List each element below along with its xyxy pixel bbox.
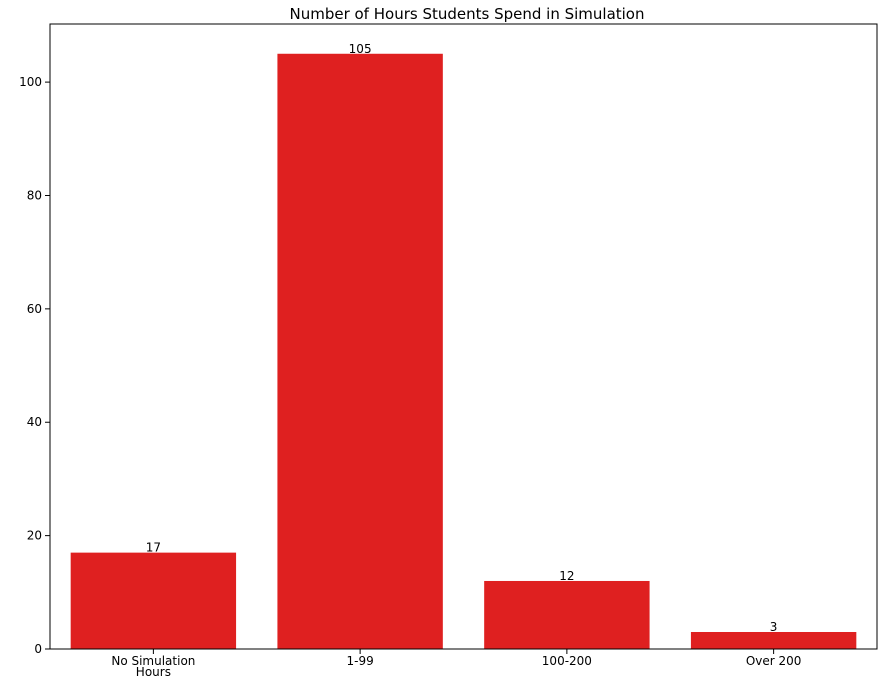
bar: [690, 631, 857, 649]
axes-spines: [49, 23, 878, 650]
chart-title: Number of Hours Students Spend in Simula…: [289, 5, 644, 23]
y-tick-label: 40: [27, 415, 42, 429]
x-axis: No Simulation Hours 1-99 100-200 Over 200: [111, 649, 802, 679]
plot-frame: [49, 23, 878, 650]
data-labels-layer: 17 105 12 3: [146, 42, 778, 634]
x-tick-label: No Simulation Hours: [111, 654, 195, 677]
x-tick-label: 1-99: [347, 654, 374, 668]
bars-layer: [70, 53, 857, 650]
bar-value-label: 12: [559, 569, 574, 583]
bar: [277, 53, 443, 650]
y-tick-label: 20: [27, 529, 42, 543]
bar-value-label: 17: [146, 541, 161, 555]
bar: [484, 580, 650, 649]
x-tick-label: Over 200: [746, 654, 802, 668]
bar-value-label: 105: [349, 42, 372, 56]
y-axis: 0 20 40 60 80 100: [19, 75, 50, 656]
bar: [70, 552, 237, 649]
x-tick-label: 100-200: [542, 654, 592, 668]
bar-value-label: 3: [770, 620, 778, 634]
y-tick-label: 80: [27, 188, 42, 202]
y-tick-label: 100: [19, 75, 42, 89]
y-tick-label: 0: [34, 642, 42, 656]
y-tick-label: 60: [27, 302, 42, 316]
